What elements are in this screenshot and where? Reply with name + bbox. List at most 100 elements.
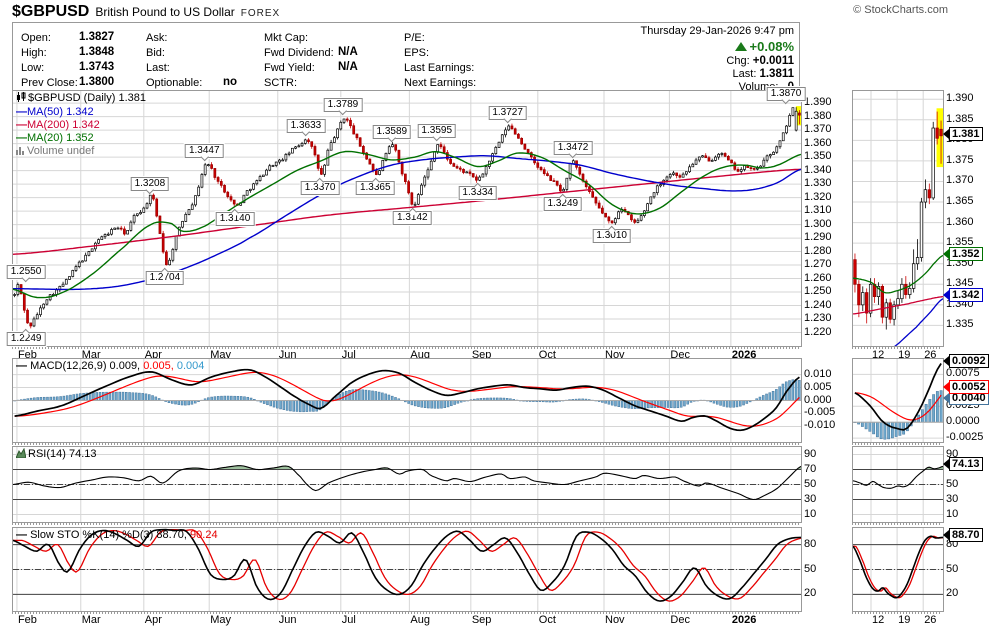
y-tick-label: 50 <box>804 562 817 575</box>
legend-ma200: —MA(200) 1.342 <box>16 119 100 131</box>
y-tick-label: 1.385 <box>946 112 974 125</box>
open-label: Open: <box>21 32 51 44</box>
price-callout: 1.3633 <box>286 119 326 137</box>
y-tick-label: 1.345 <box>946 277 974 290</box>
prev-close-label: Prev Close: <box>21 77 78 89</box>
y-tick-label: -0.005 <box>804 406 836 419</box>
y-tick-label: 10 <box>946 507 959 520</box>
axis-value-box: 1.342 <box>943 287 983 302</box>
price-callout: 1.2550 <box>6 265 46 283</box>
change-value: Chg: +0.0011 <box>726 55 794 67</box>
axis-value-box: 0.0040 <box>943 390 989 405</box>
last-earnings-label: Last Earnings: <box>404 62 475 74</box>
x-tick-label: Feb <box>17 614 37 626</box>
price-legend: $GBPUSD (Daily) 1.381 —MA(50) 1.342 —MA(… <box>16 92 146 159</box>
eps-label: EPS: <box>404 47 430 59</box>
macd-legend: — MACD(12,26,9) 0.009, 0.005, 0.004 <box>16 360 205 372</box>
y-tick-label: 90 <box>804 447 817 460</box>
fwd-dividend-label: Fwd Dividend: <box>264 47 334 59</box>
legend-symbol: $GBPUSD (Daily) 1.381 <box>16 92 146 106</box>
y-tick-label: 1.230 <box>804 312 832 325</box>
price-callout: 1.3370 <box>300 177 340 195</box>
mini-macd-chart <box>852 358 944 443</box>
x-tick-label: Jun <box>278 614 297 626</box>
axis-value-box: 1.352 <box>943 246 983 261</box>
price-callout: 1.3472 <box>553 140 593 159</box>
y-tick-label: -0.010 <box>804 419 836 432</box>
y-tick-label: 1.290 <box>804 231 832 244</box>
y-tick-label: 0.0075 <box>946 367 980 380</box>
candlestick-icon <box>16 92 26 106</box>
y-tick-label: 1.350 <box>946 256 974 269</box>
symbol-name: British Pound to US Dollar <box>95 5 235 19</box>
datetime: Thursday 29-Jan-2026 9:47 pm <box>640 25 794 37</box>
price-callout: 1.3140 <box>215 208 255 226</box>
y-tick-label: 1.300 <box>804 217 832 230</box>
x-tick-label: Dec <box>670 614 690 626</box>
price-callout: 1.3589 <box>372 125 412 143</box>
y-tick-label: 0.000 <box>804 393 832 406</box>
y-tick-label: 1.260 <box>804 271 832 284</box>
axis-tick-strip <box>12 522 800 525</box>
y-tick-label: 1.390 <box>804 96 832 109</box>
axis-tick-strip <box>852 442 942 445</box>
rsi-legend: RSI(14) 74.13 <box>15 447 96 462</box>
exchange: FOREX <box>240 8 281 19</box>
open-value: 1.3827 <box>79 31 115 43</box>
line-swatch: — <box>16 360 31 372</box>
sctr-label: SCTR: <box>264 77 297 89</box>
axis-tick-strip <box>852 522 942 525</box>
y-tick-label: 1.365 <box>946 195 974 208</box>
high-label: High: <box>21 47 47 59</box>
y-tick-label: 80 <box>946 537 959 550</box>
fwd-yield-value: N/A <box>338 61 358 73</box>
axis-value-box: 1.381 <box>943 127 983 142</box>
price-callout: 1.3365 <box>355 178 395 196</box>
y-tick-label: 1.330 <box>804 177 832 190</box>
y-tick-label: 0.0000 <box>946 415 980 428</box>
area-chart-icon <box>15 447 27 462</box>
y-tick-label: 1.335 <box>946 318 974 331</box>
ask-label: Ask: <box>146 32 168 44</box>
y-tick-label: 1.355 <box>946 236 974 249</box>
y-tick-label: 1.320 <box>804 190 832 203</box>
y-tick-label: 50 <box>804 477 817 490</box>
next-earnings-label: Next Earnings: <box>404 77 477 89</box>
main-price-chart <box>12 90 802 347</box>
axis-tick-strip <box>852 611 942 614</box>
price-callout: 1.3870 <box>766 87 806 105</box>
up-arrow-icon <box>734 42 747 51</box>
x-tick-label: Mar <box>81 614 101 626</box>
y-tick-label: 1.360 <box>946 215 974 228</box>
y-tick-label: 0.005 <box>804 380 832 393</box>
price-callout: 1.3010 <box>592 225 631 244</box>
prev-close-value: 1.3800 <box>79 76 115 88</box>
copyright: © StockCharts.com <box>853 4 948 16</box>
legend-ma50: —MA(50) 1.342 <box>16 106 94 118</box>
y-tick-label: 1.390 <box>946 92 974 105</box>
macd-chart <box>12 358 802 443</box>
y-tick-label: 1.220 <box>804 325 832 338</box>
mini-price-chart <box>852 90 944 347</box>
slow-sto-chart <box>12 527 802 612</box>
y-tick-label: 90 <box>946 447 959 460</box>
last-label: Last: <box>146 62 170 74</box>
price-callout: 1.3334 <box>458 182 497 200</box>
y-tick-label: -0.0025 <box>946 431 984 444</box>
y-tick-label: 1.240 <box>804 298 832 311</box>
price-callout: 1.2249 <box>6 328 46 346</box>
bid-label: Bid: <box>146 47 165 59</box>
y-tick-label: 50 <box>946 477 959 490</box>
quote-summary-box: Open: 1.3827 High: 1.3848 Low: 1.3743 Pr… <box>12 22 800 93</box>
low-label: Low: <box>21 62 45 74</box>
y-tick-label: 1.360 <box>804 136 832 149</box>
y-tick-label: 80 <box>804 537 817 550</box>
optionable-label: Optionable: <box>146 77 203 89</box>
axis-tick-strip <box>12 442 800 445</box>
axis-value-box: 0.0092 <box>943 354 989 369</box>
volume-bars-icon <box>16 146 25 159</box>
mkt-cap-label: Mkt Cap: <box>264 32 309 44</box>
high-value: 1.3848 <box>79 46 115 58</box>
mini-rsi-chart <box>852 446 944 523</box>
